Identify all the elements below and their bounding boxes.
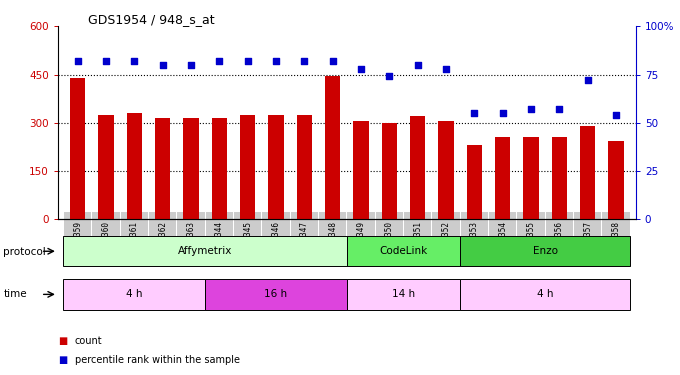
Point [611,112,622,118]
Point [299,58,310,64]
Point [526,106,537,112]
Point [186,62,197,68]
Point [242,58,253,64]
Bar [523,137,539,219]
Text: protocol: protocol [3,247,46,257]
Bar [63,279,205,310]
Bar [410,116,426,219]
Bar [63,236,347,266]
Point [101,58,112,64]
Point [157,62,168,68]
Bar [608,141,624,219]
Bar [347,279,460,310]
Point [327,58,338,64]
Bar [296,115,312,219]
Bar [205,279,347,310]
Bar [70,78,86,219]
Text: 4 h: 4 h [126,290,143,299]
Text: 16 h: 16 h [265,290,288,299]
Point [356,66,367,72]
Text: Affymetrix: Affymetrix [178,246,233,256]
Text: percentile rank within the sample: percentile rank within the sample [75,355,240,365]
Bar [551,137,567,219]
Bar [240,115,256,219]
Point [582,77,593,83]
Bar [495,137,511,219]
Point [412,62,423,68]
Bar [438,121,454,219]
Bar [126,113,142,219]
Bar [381,123,397,219]
Point [554,106,565,112]
Point [469,110,480,116]
Bar [460,236,630,266]
Text: 14 h: 14 h [392,290,415,299]
Bar [183,118,199,219]
Point [441,66,452,72]
Text: ■: ■ [58,336,67,346]
Text: Enzo: Enzo [532,246,558,256]
Bar [466,146,482,219]
Text: ■: ■ [58,355,67,365]
Text: CodeLink: CodeLink [379,246,428,256]
Text: GDS1954 / 948_s_at: GDS1954 / 948_s_at [88,13,215,26]
Bar [460,279,630,310]
Bar [155,118,171,219]
Bar [325,76,341,219]
Point [384,74,395,80]
Point [129,58,140,64]
Bar [211,118,227,219]
Point [497,110,508,116]
Point [271,58,282,64]
Text: 4 h: 4 h [537,290,554,299]
Point [214,58,225,64]
Text: time: time [3,290,27,299]
Point [72,58,83,64]
Bar [268,115,284,219]
Bar [353,121,369,219]
Text: count: count [75,336,103,346]
Bar [347,236,460,266]
Bar [98,115,114,219]
Bar [580,126,596,219]
